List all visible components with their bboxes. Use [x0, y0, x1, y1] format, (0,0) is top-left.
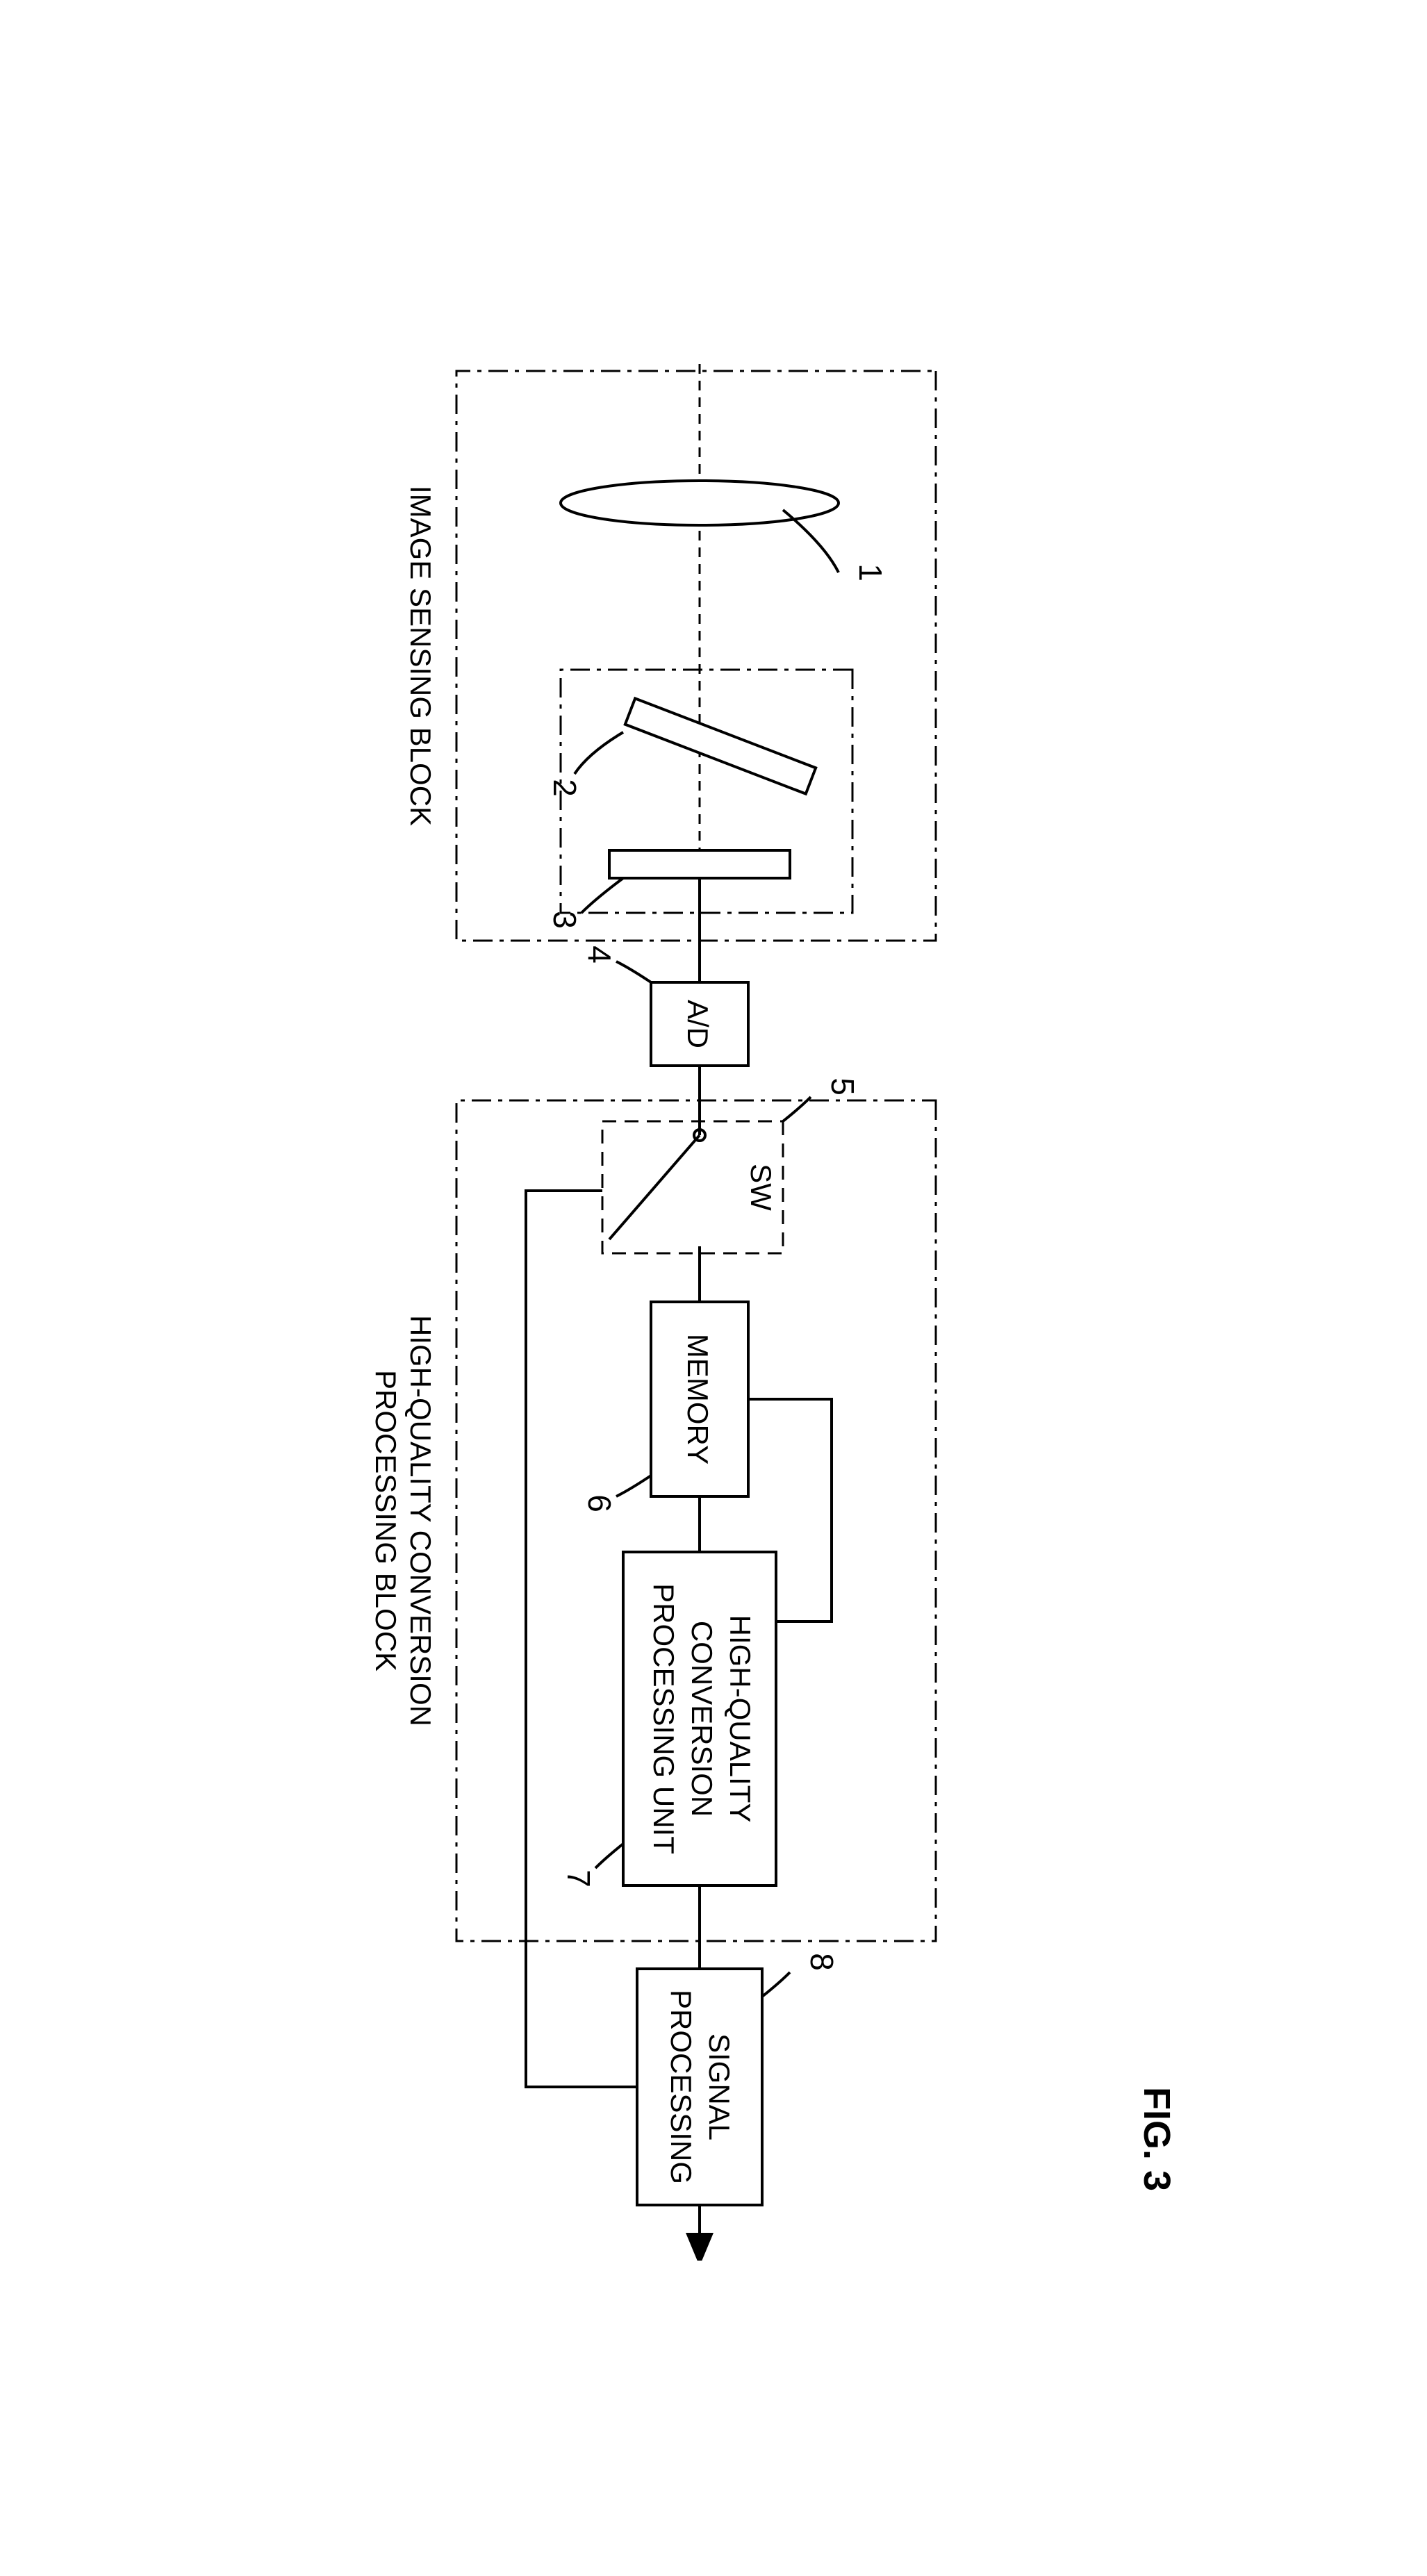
hq-unit-label-1: HIGH-QUALITY — [724, 1615, 757, 1823]
ref-7: 7 — [561, 1869, 597, 1888]
ref-3: 3 — [547, 911, 583, 929]
tilted-plate — [625, 698, 816, 793]
figure-title: FIG. 3 — [1136, 2087, 1178, 2191]
bypass-line — [526, 1191, 637, 2087]
hq-unit-label-2: CONVERSION — [686, 1621, 718, 1817]
ref-5: 5 — [825, 1078, 861, 1096]
image-sensor — [609, 850, 790, 878]
lens — [561, 481, 839, 525]
ref-4: 4 — [581, 946, 618, 964]
sp-label-2: PROCESSING — [665, 1990, 698, 2184]
switch-arm — [609, 1135, 700, 1239]
ref-1: 1 — [852, 563, 889, 581]
ref-8: 8 — [804, 1953, 840, 1971]
sp-label-1: SIGNAL — [703, 2033, 736, 2140]
ref-2: 2 — [547, 779, 583, 797]
memory-label: MEMORY — [682, 1334, 714, 1464]
hq-block-label-2: PROCESSING BLOCK — [370, 1370, 402, 1671]
hq-block-label-1: HIGH-QUALITY CONVERSION — [404, 1315, 437, 1726]
sw-label: SW — [745, 1164, 777, 1211]
ref-6: 6 — [581, 1494, 618, 1512]
hq-unit-label-3: PROCESSING UNIT — [647, 1583, 680, 1854]
ad-label: A/D — [682, 1000, 714, 1048]
signal-processing — [637, 1969, 762, 2205]
image-sensing-block-label: IMAGE SENSING BLOCK — [404, 486, 437, 826]
